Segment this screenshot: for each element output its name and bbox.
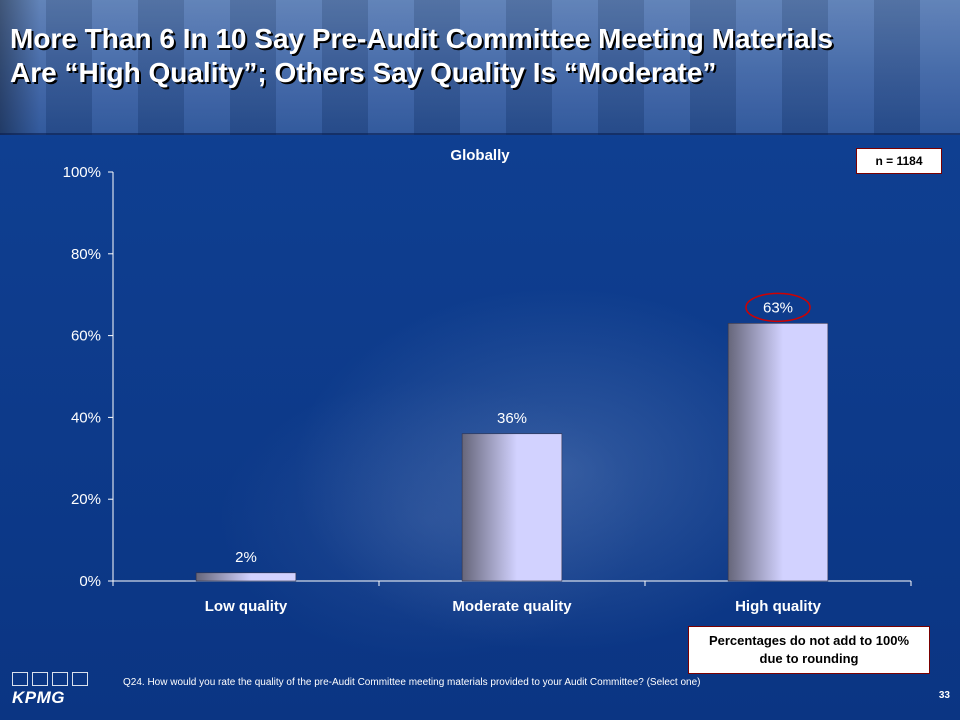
data-label: 63% (763, 299, 793, 316)
survey-question: Q24. How would you rate the quality of t… (123, 677, 701, 688)
rounding-note: Percentages do not add to 100% due to ro… (708, 633, 910, 666)
logo-box (12, 672, 28, 686)
y-tick-label: 100% (63, 164, 101, 181)
logo-boxes (12, 672, 96, 686)
highlight-ring (745, 292, 811, 323)
slide-title: More Than 6 In 10 Say Pre-Audit Committe… (10, 22, 955, 90)
data-label: 36% (497, 410, 527, 427)
data-label: 2% (235, 549, 257, 566)
x-tick-label: Low quality (205, 598, 288, 615)
chart-title: Globally (450, 147, 510, 164)
header-divider (0, 133, 960, 135)
y-tick-label: 20% (71, 491, 101, 508)
sample-size-box: n = 1184 (856, 148, 942, 174)
page-number: 33 (938, 690, 950, 701)
kpmg-logo: KPMG (12, 672, 96, 710)
y-tick-label: 80% (71, 246, 101, 263)
bar-high-quality (727, 323, 829, 582)
logo-text: KPMG (12, 688, 65, 707)
slide-title-line-1: More Than 6 In 10 Say Pre-Audit Committe… (10, 23, 834, 54)
y-tick-label: 60% (71, 328, 101, 345)
x-tick-label: High quality (735, 598, 821, 615)
header-band (0, 0, 960, 135)
sample-size-label: n = 1184 (875, 154, 923, 168)
y-tick-label: 0% (79, 573, 101, 590)
logo-box (32, 672, 48, 686)
y-tick-label: 40% (71, 409, 101, 426)
logo-box (52, 672, 68, 686)
x-tick-label: Moderate quality (452, 598, 572, 615)
bar-moderate-quality (461, 433, 563, 582)
slide-title-line-2: Are “High Quality”; Others Say Quality I… (10, 57, 717, 88)
logo-box (72, 672, 88, 686)
bar-low-quality (195, 572, 297, 582)
rounding-note-box: Percentages do not add to 100% due to ro… (688, 626, 930, 674)
